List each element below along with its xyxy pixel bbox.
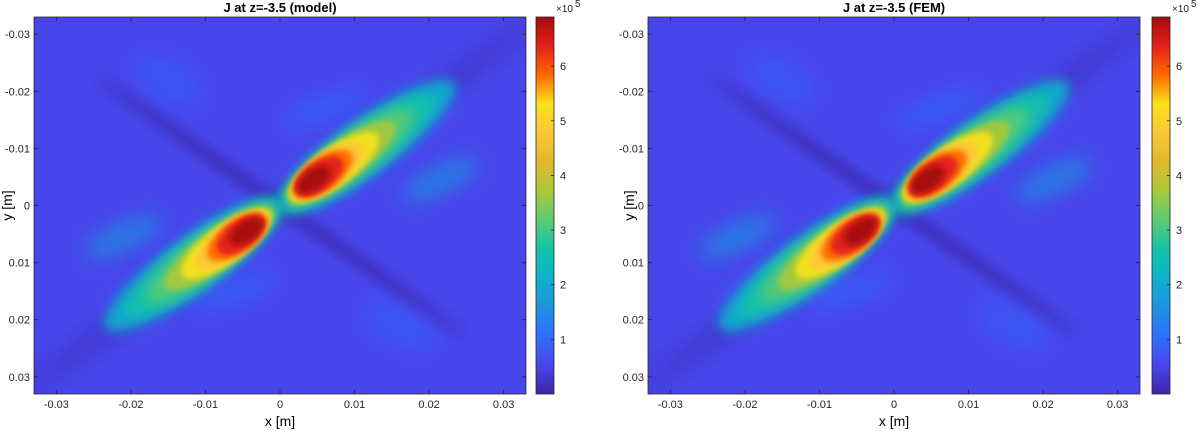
- y-tick-label: -0.01: [619, 143, 644, 155]
- colorbar-gradient: [535, 16, 555, 395]
- colorbar-tick-label: 6: [560, 61, 566, 73]
- x-tick-label: -0.03: [44, 399, 69, 411]
- colorbar-tick-label: 5: [560, 116, 566, 128]
- colorbar-tick-label: 4: [1176, 170, 1182, 182]
- colorbar-tick-label: 2: [560, 280, 566, 292]
- y-tick-label: -0.02: [5, 86, 30, 98]
- lobe-0-layer-8: [910, 165, 945, 194]
- x-tick-label: -0.01: [193, 399, 218, 411]
- side-lobe: [402, 159, 478, 201]
- chart-panel-0: J at z=-3.5 (model) -0.03 -0.02 -0.01 0 0.01 0…: [0, 0, 581, 429]
- x-tick-label: -0.02: [732, 399, 757, 411]
- chart-title: J at z=-3.5 (FEM): [843, 0, 945, 15]
- heatmap-field: [648, 17, 1140, 394]
- heatmap-field: [34, 17, 526, 394]
- chart-title: J at z=-3.5 (model): [223, 0, 336, 15]
- colorbar-multiplier: ×10: [556, 4, 573, 15]
- x-tick-label: 0.01: [344, 399, 365, 411]
- colorbar-tick-label: 3: [1176, 225, 1182, 237]
- x-tick-label: -0.03: [658, 399, 683, 411]
- y-axis-label: y [m]: [0, 190, 15, 220]
- y-tick-label: 0: [24, 201, 30, 213]
- y-tick-label: -0.02: [619, 86, 644, 98]
- y-tick-label: -0.01: [5, 143, 30, 155]
- colorbar-multiplier: ×10: [1172, 4, 1189, 15]
- x-tick-label: 0.03: [1107, 399, 1128, 411]
- y-tick-label: -0.03: [5, 29, 30, 41]
- x-tick-label: 0.02: [1032, 399, 1053, 411]
- colorbar-multiplier-exponent: 5: [1191, 0, 1197, 10]
- side-lobe: [979, 301, 1047, 350]
- x-axis-label: x [m]: [879, 413, 909, 429]
- side-lobe: [1016, 159, 1092, 201]
- lobe-1-layer-8: [843, 217, 878, 246]
- colorbar-tick-label: 2: [1176, 280, 1182, 292]
- y-tick-label: -0.03: [619, 29, 644, 41]
- y-tick-label: 0.02: [9, 315, 30, 327]
- colorbar-gradient: [1151, 16, 1171, 395]
- side-lobe: [365, 301, 433, 350]
- y-tick-label: 0.01: [9, 258, 30, 270]
- colorbar-tick-label: 6: [1176, 61, 1182, 73]
- y-tick-label: 0.01: [623, 258, 644, 270]
- x-tick-label: 0.02: [418, 399, 439, 411]
- lobe-0-layer-8: [296, 165, 331, 194]
- x-tick-label: -0.01: [807, 399, 832, 411]
- side-lobe: [193, 272, 278, 310]
- y-tick-label: 0.02: [623, 315, 644, 327]
- x-tick-label: -0.02: [118, 399, 143, 411]
- colorbar-tick-label: 5: [1176, 116, 1182, 128]
- colorbar-tick-label: 4: [560, 170, 566, 182]
- side-lobe: [807, 272, 892, 310]
- x-tick-label: 0.03: [493, 399, 514, 411]
- colorbar-multiplier-exponent: 5: [575, 0, 581, 10]
- side-lobe: [699, 216, 775, 258]
- x-tick-label: 0.01: [958, 399, 979, 411]
- x-tick-label: 0: [277, 399, 283, 411]
- y-tick-label: 0.03: [623, 372, 644, 384]
- colorbar-tick-label: 3: [560, 225, 566, 237]
- lobe-1-layer-8: [229, 217, 264, 246]
- y-axis-label: y [m]: [621, 190, 637, 220]
- x-tick-label: 0: [891, 399, 897, 411]
- side-lobe: [85, 216, 161, 258]
- side-lobe: [282, 89, 367, 128]
- side-lobe: [134, 56, 202, 104]
- y-tick-label: 0: [638, 201, 644, 213]
- y-tick-label: 0.03: [9, 372, 30, 384]
- colorbar-tick-label: 1: [560, 334, 566, 346]
- chart-panel-1: J at z=-3.5 (FEM) -0.03 -0.02 -0.01 0 0.01 0.0…: [619, 0, 1197, 429]
- x-axis-label: x [m]: [265, 413, 295, 429]
- side-lobe: [896, 89, 981, 128]
- colorbar-tick-label: 1: [1176, 334, 1182, 346]
- side-lobe: [748, 56, 816, 104]
